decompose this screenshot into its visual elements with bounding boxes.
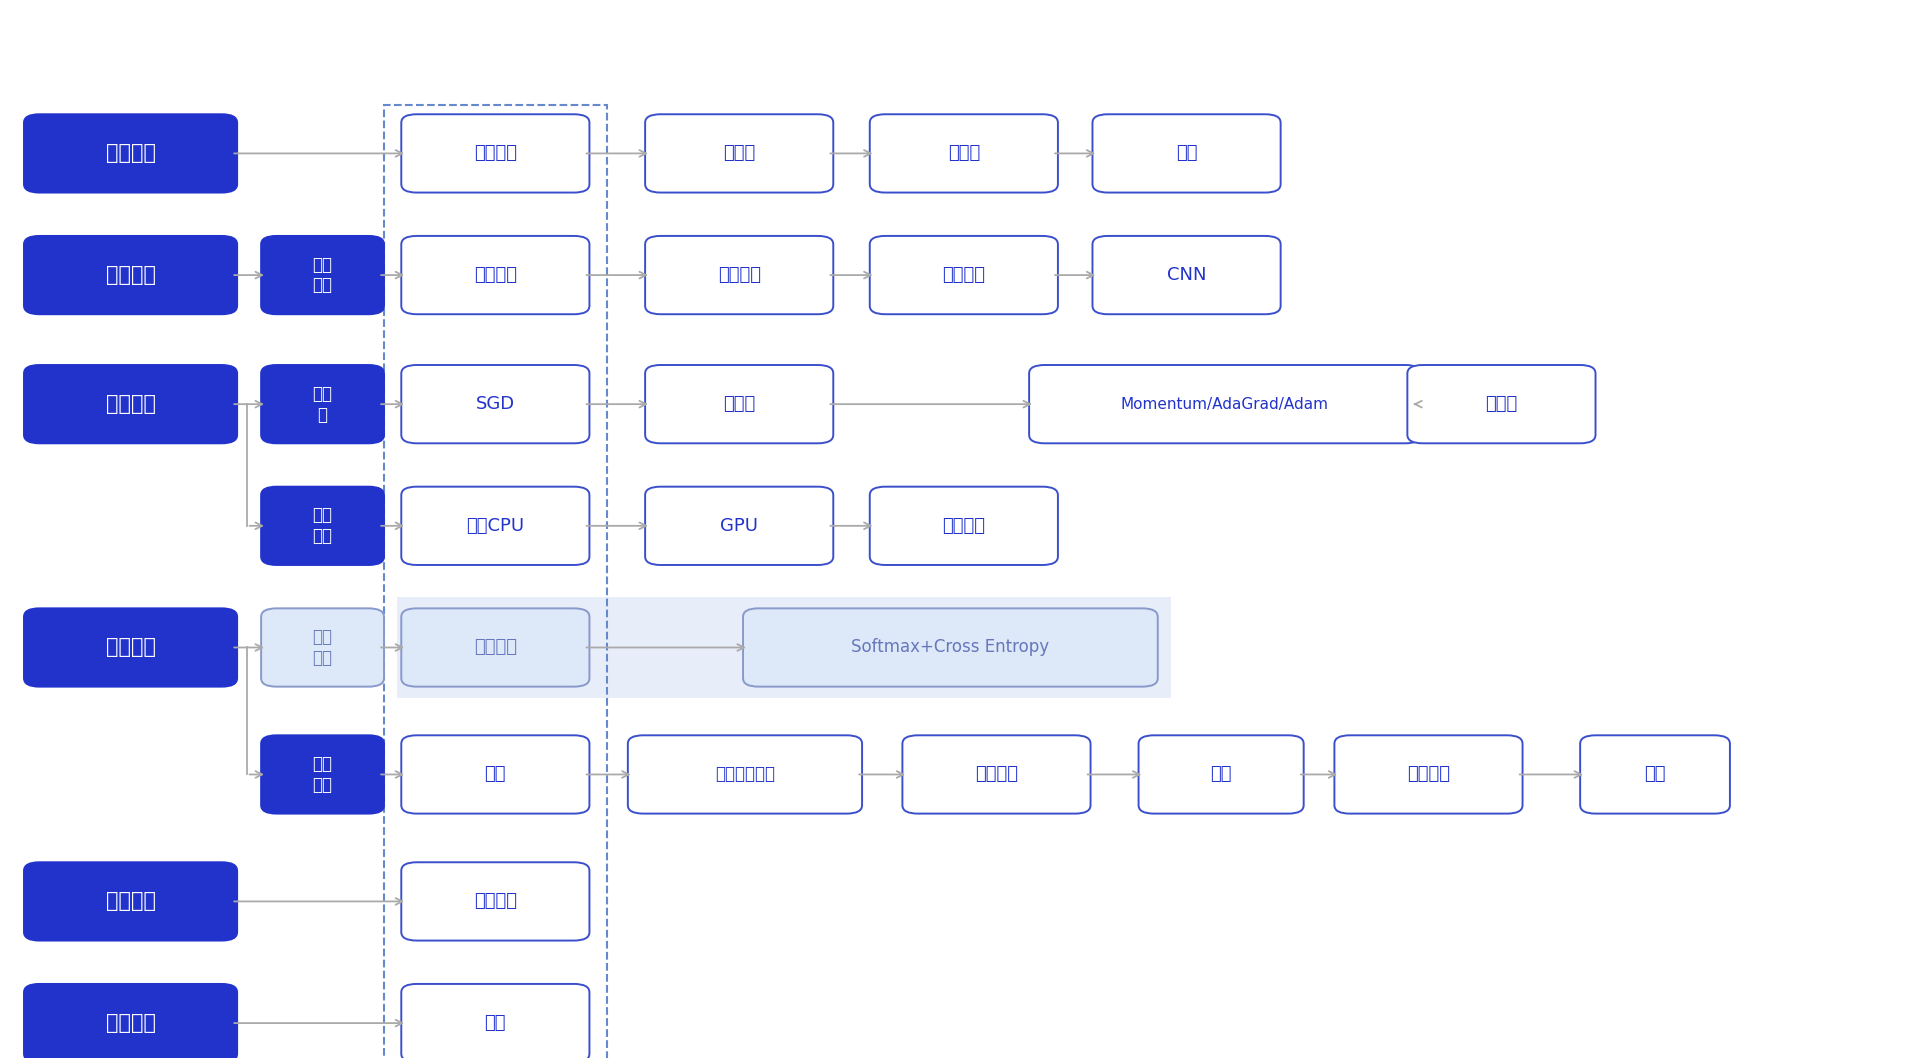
Text: 资源
配置: 资源 配置 xyxy=(313,507,332,545)
Text: 封装函数: 封装函数 xyxy=(474,144,516,163)
Text: 评价指标: 评价指标 xyxy=(474,892,516,911)
FancyBboxPatch shape xyxy=(25,365,238,443)
FancyBboxPatch shape xyxy=(1407,365,1596,443)
Text: 读文件: 读文件 xyxy=(724,144,755,163)
FancyBboxPatch shape xyxy=(401,984,589,1058)
Text: CNN: CNN xyxy=(1167,266,1206,285)
FancyBboxPatch shape xyxy=(902,735,1091,814)
Text: SGD: SGD xyxy=(476,395,515,414)
Text: 测试: 测试 xyxy=(484,1014,507,1033)
FancyBboxPatch shape xyxy=(628,735,862,814)
Text: 异步: 异步 xyxy=(1175,144,1198,163)
FancyBboxPatch shape xyxy=(25,236,238,314)
Text: GPU: GPU xyxy=(720,516,758,535)
FancyBboxPatch shape xyxy=(645,114,833,193)
FancyBboxPatch shape xyxy=(401,365,589,443)
FancyBboxPatch shape xyxy=(261,608,384,687)
FancyBboxPatch shape xyxy=(645,236,833,314)
FancyBboxPatch shape xyxy=(25,862,238,941)
FancyBboxPatch shape xyxy=(743,608,1158,687)
FancyBboxPatch shape xyxy=(645,487,833,565)
FancyBboxPatch shape xyxy=(1334,735,1523,814)
FancyBboxPatch shape xyxy=(401,114,589,193)
FancyBboxPatch shape xyxy=(25,114,238,193)
FancyBboxPatch shape xyxy=(397,597,1171,698)
FancyBboxPatch shape xyxy=(25,984,238,1058)
Text: Momentum/AdaGrad/Adam: Momentum/AdaGrad/Adam xyxy=(1121,397,1329,412)
Text: 训练: 训练 xyxy=(484,765,507,784)
Text: 训练过程: 训练过程 xyxy=(106,638,156,657)
Text: 评价指标: 评价指标 xyxy=(975,765,1018,784)
Text: 模型推理: 模型推理 xyxy=(106,1014,156,1033)
FancyBboxPatch shape xyxy=(261,365,384,443)
Text: Softmax+Cross Entropy: Softmax+Cross Entropy xyxy=(851,638,1050,657)
FancyBboxPatch shape xyxy=(870,114,1058,193)
FancyBboxPatch shape xyxy=(401,862,589,941)
FancyBboxPatch shape xyxy=(401,487,589,565)
Text: 数据处理: 数据处理 xyxy=(106,144,156,163)
FancyBboxPatch shape xyxy=(261,735,384,814)
FancyBboxPatch shape xyxy=(25,608,238,687)
Text: 学习率: 学习率 xyxy=(724,395,755,414)
Text: 模型
训练: 模型 训练 xyxy=(313,755,332,794)
FancyBboxPatch shape xyxy=(1139,735,1304,814)
Text: 作图: 作图 xyxy=(1644,765,1667,784)
FancyBboxPatch shape xyxy=(401,608,589,687)
Text: 网络
结构: 网络 结构 xyxy=(313,256,332,294)
Text: 预处理: 预处理 xyxy=(948,144,979,163)
Text: 校验: 校验 xyxy=(1210,765,1233,784)
Text: 正则化: 正则化 xyxy=(1486,395,1517,414)
FancyBboxPatch shape xyxy=(870,236,1058,314)
Text: 多机多卡: 多机多卡 xyxy=(943,516,985,535)
Text: 模型保存: 模型保存 xyxy=(1407,765,1450,784)
Text: 损失
函数: 损失 函数 xyxy=(313,628,332,667)
Text: 多层网络: 多层网络 xyxy=(718,266,760,285)
FancyBboxPatch shape xyxy=(401,735,589,814)
FancyBboxPatch shape xyxy=(261,236,384,314)
FancyBboxPatch shape xyxy=(1029,365,1421,443)
FancyBboxPatch shape xyxy=(645,365,833,443)
Text: 训练配置: 训练配置 xyxy=(106,395,156,414)
FancyBboxPatch shape xyxy=(1092,236,1281,314)
FancyBboxPatch shape xyxy=(870,487,1058,565)
Text: 模型评价: 模型评价 xyxy=(106,892,156,911)
FancyBboxPatch shape xyxy=(401,236,589,314)
FancyBboxPatch shape xyxy=(1092,114,1281,193)
Text: 激活函数: 激活函数 xyxy=(943,266,985,285)
FancyBboxPatch shape xyxy=(1580,735,1730,814)
FancyBboxPatch shape xyxy=(261,487,384,565)
Text: 单机CPU: 单机CPU xyxy=(467,516,524,535)
Text: 恢复训练场景: 恢复训练场景 xyxy=(714,765,776,784)
Text: 单层网络: 单层网络 xyxy=(474,266,516,285)
Text: 优化
器: 优化 器 xyxy=(313,385,332,423)
Text: 模型设计: 模型设计 xyxy=(106,266,156,285)
Text: 均方误差: 均方误差 xyxy=(474,638,516,657)
